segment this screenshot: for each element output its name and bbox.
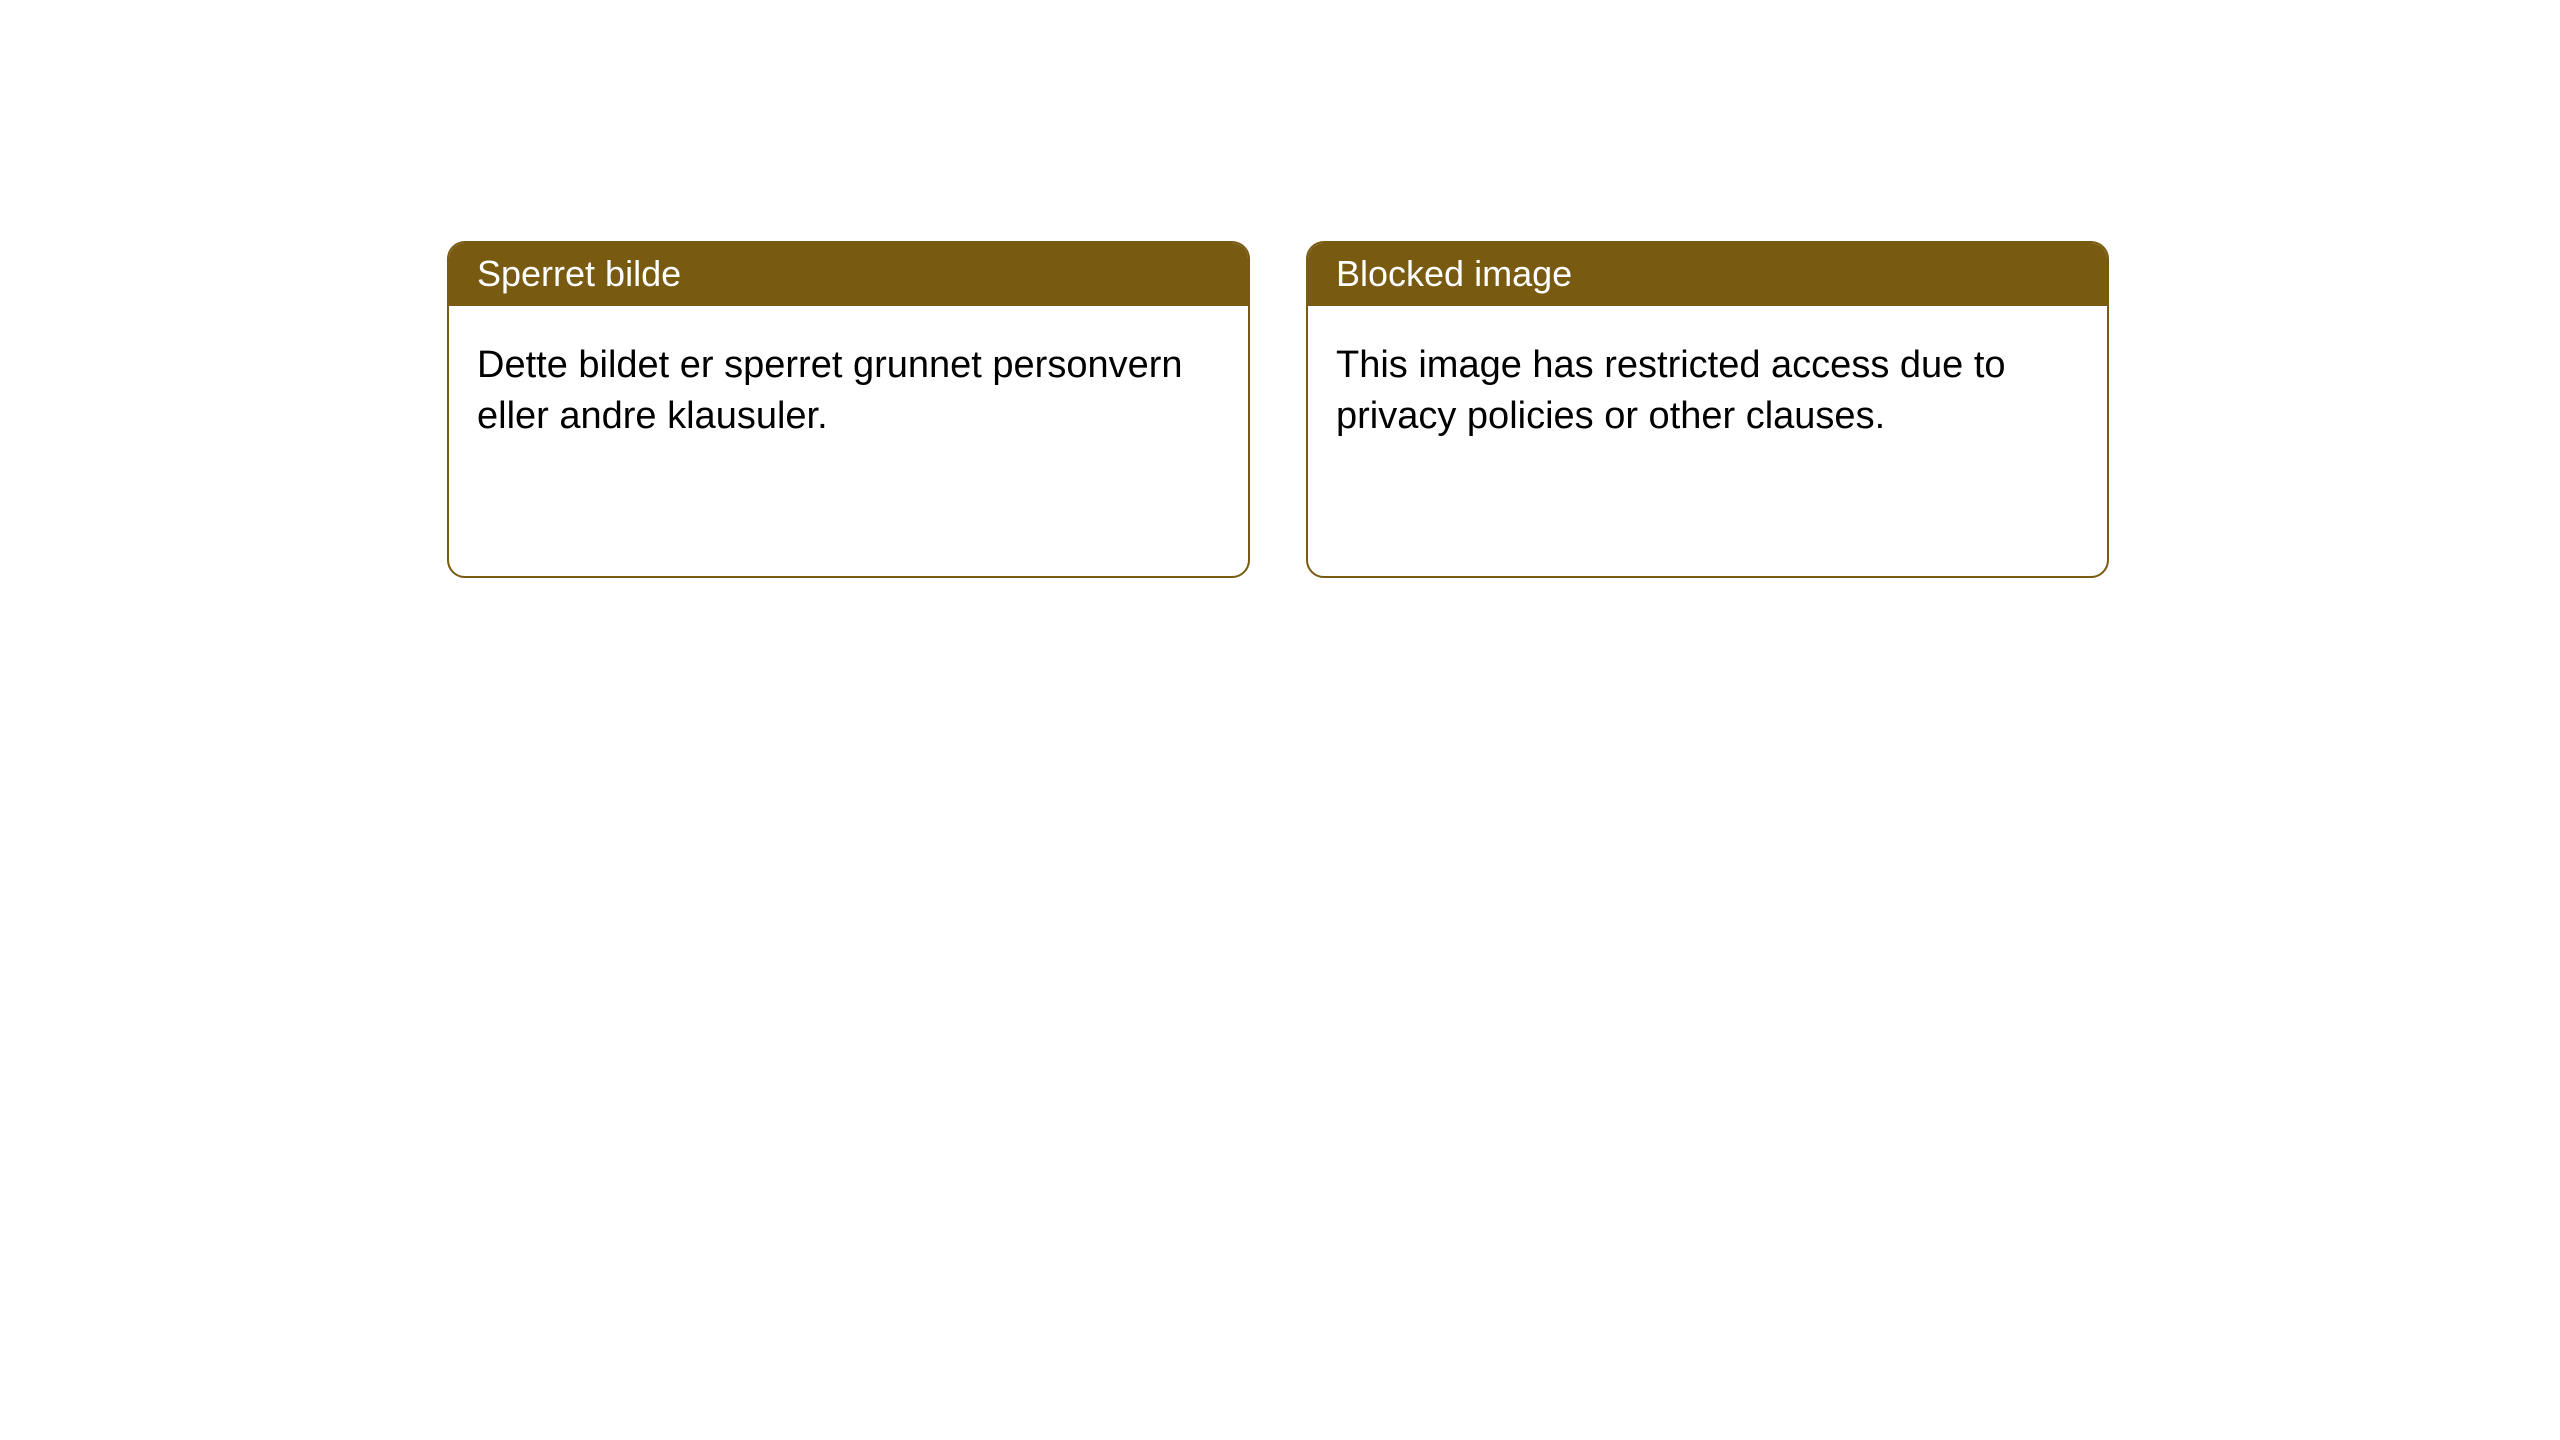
notice-card-norwegian: Sperret bilde Dette bildet er sperret gr…: [447, 241, 1250, 578]
notice-title-english: Blocked image: [1308, 243, 2107, 306]
notice-title-norwegian: Sperret bilde: [449, 243, 1248, 306]
notice-body-english: This image has restricted access due to …: [1308, 306, 2107, 576]
notice-body-norwegian: Dette bildet er sperret grunnet personve…: [449, 306, 1248, 576]
notice-container: Sperret bilde Dette bildet er sperret gr…: [0, 0, 2560, 578]
notice-card-english: Blocked image This image has restricted …: [1306, 241, 2109, 578]
